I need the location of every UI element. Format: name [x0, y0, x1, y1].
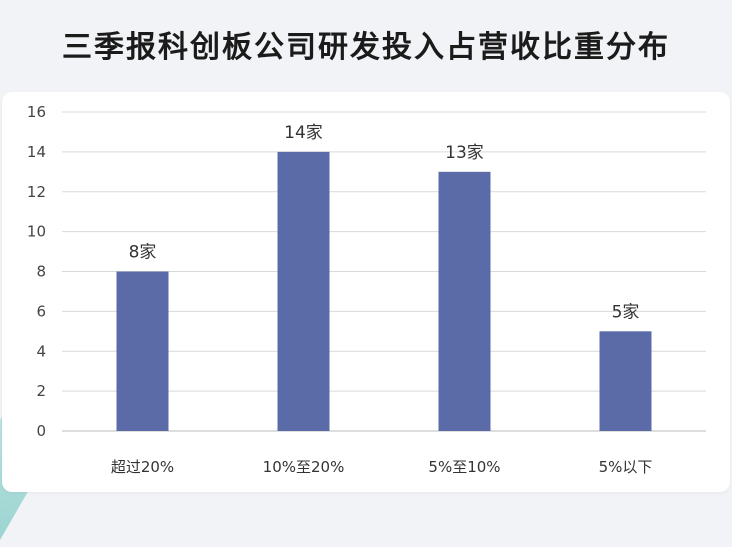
bars	[116, 151, 652, 431]
y-tick-label: 4	[36, 342, 46, 360]
x-axis-categories: 超过20% 10%至20% 5%至10% 5%以下	[111, 458, 653, 476]
y-tick-label: 6	[36, 302, 46, 320]
data-label: 8家	[129, 243, 157, 263]
bar	[599, 331, 652, 431]
y-tick-label: 16	[27, 103, 46, 121]
data-label: 14家	[284, 123, 323, 143]
chart-title: 三季报科创板公司研发投入占营收比重分布	[62, 30, 670, 65]
y-tick-label: 0	[36, 422, 46, 440]
y-tick-label: 10	[27, 223, 46, 241]
bar	[277, 151, 330, 431]
y-tick-label: 14	[27, 143, 46, 161]
x-category-label: 超过20%	[111, 458, 174, 476]
x-category-label: 5%以下	[599, 458, 653, 476]
x-category-label: 5%至10%	[428, 458, 500, 476]
y-tick-label: 2	[36, 382, 46, 400]
x-category-label: 10%至20%	[263, 458, 345, 476]
data-label: 13家	[445, 143, 484, 163]
bar-chart: 0 2 4 6 8 10 12 14 16 8家 14家 13家 5家 超过20% 10%至20% 5%至…	[27, 103, 706, 476]
data-labels: 8家 14家 13家 5家	[129, 123, 640, 322]
bar	[438, 171, 491, 431]
gridlines	[62, 111, 706, 432]
data-label: 5家	[612, 302, 640, 322]
y-tick-label: 8	[36, 263, 46, 281]
y-axis-ticks: 0 2 4 6 8 10 12 14 16	[27, 103, 46, 440]
y-tick-label: 12	[27, 183, 46, 201]
bar	[116, 271, 169, 431]
